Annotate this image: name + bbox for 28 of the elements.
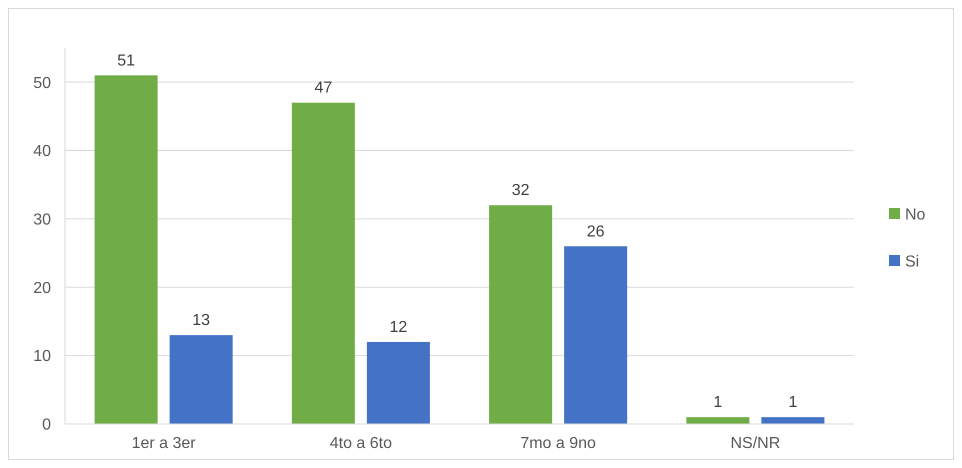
bar — [761, 417, 824, 424]
bar — [366, 342, 430, 424]
y-tick-label: 30 — [33, 212, 52, 229]
bar — [564, 246, 628, 424]
x-tick-label: 7mo a 9no — [520, 435, 596, 452]
legend-label: No — [905, 206, 926, 224]
y-tick-label: 0 — [42, 416, 52, 434]
data-label: 12 — [389, 318, 408, 336]
x-tick-label: NS/NR — [730, 435, 780, 452]
y-tick-label: 50 — [33, 74, 52, 92]
data-label: 47 — [314, 80, 332, 97]
bar — [170, 335, 233, 424]
data-label: 13 — [192, 312, 210, 330]
data-label: 1 — [713, 394, 722, 412]
y-tick-label: 40 — [33, 143, 52, 160]
bar — [94, 75, 158, 424]
y-tick-label: 20 — [33, 280, 52, 297]
data-label: 26 — [586, 223, 605, 240]
bar — [489, 205, 552, 424]
bar — [292, 102, 355, 424]
data-label: 32 — [512, 182, 530, 200]
x-tick-label: 1er a 3er — [132, 435, 196, 452]
x-tick-label: 4to a 6to — [330, 435, 392, 452]
bar — [686, 417, 750, 424]
data-label: 1 — [788, 394, 798, 412]
y-tick-label: 10 — [33, 348, 52, 366]
legend-label: Si — [905, 254, 920, 271]
data-label: 51 — [117, 52, 136, 70]
